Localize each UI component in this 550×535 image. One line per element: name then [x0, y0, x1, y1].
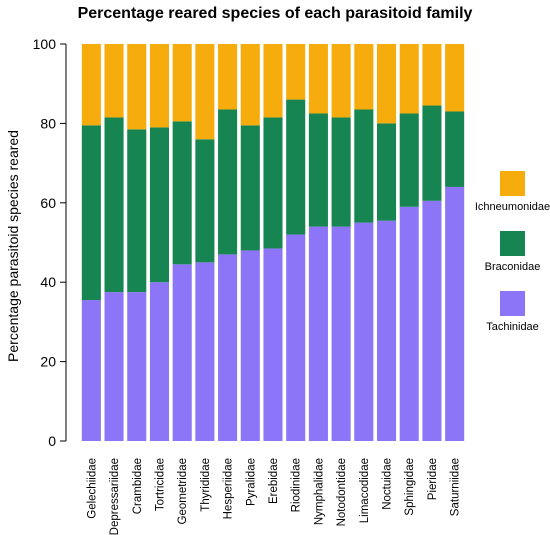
bar-ichneumonidae-hesperiidae	[218, 44, 238, 110]
bar-ichneumonidae-limacodidae	[354, 44, 374, 110]
bar-ichneumonidae-tortricidae	[149, 44, 169, 128]
bar-braconidae-tortricidae	[149, 127, 169, 283]
bar-ichneumonidae-pyralidae	[240, 44, 260, 126]
bar-braconidae-sphingidae	[399, 113, 419, 207]
bar-ichneumonidae-notodontidae	[331, 44, 351, 118]
bar-tachinidae-pyralidae	[240, 250, 260, 441]
bar-ichneumonidae-gelechiidae	[81, 44, 101, 126]
bar-tachinidae-thyrididae	[195, 262, 215, 441]
bar-ichneumonidae-sphingidae	[399, 44, 419, 114]
x-tick-label: Gelechiidae	[86, 458, 98, 519]
x-axis-tick-labels: Gelechiidae Depressariidae Crambidae Tortri…	[86, 458, 461, 535]
legend-label-ichneumonidae: Ichneumonidae	[475, 201, 550, 213]
legend-swatch-tachinidae	[500, 291, 525, 316]
bar-ichneumonidae-erebidae	[263, 44, 283, 118]
x-tick-label: Nymphalidae	[313, 458, 325, 525]
bar-tachinidae-nymphalidae	[308, 226, 328, 441]
bar-tachinidae-depressariidae	[104, 292, 124, 442]
bar-tachinidae-riodinidae	[286, 234, 306, 441]
bar-braconidae-erebidae	[263, 117, 283, 249]
bar-braconidae-crambidae	[127, 129, 147, 293]
bar-braconidae-pieridae	[422, 105, 442, 201]
legend: Ichneumonidae Braconidae Tachinidae	[475, 171, 550, 333]
x-tick-label: Notodontidae	[336, 458, 348, 526]
x-tick-label: Crambidae	[132, 458, 144, 514]
bar-tachinidae-sphingidae	[399, 206, 419, 441]
x-tick-label: Noctuidae	[382, 458, 394, 510]
bar-ichneumonidae-saturniidae	[445, 44, 465, 112]
bar-braconidae-hesperiidae	[218, 109, 238, 255]
bar-braconidae-pyralidae	[240, 125, 260, 251]
bar-braconidae-noctuidae	[376, 123, 397, 221]
x-tick-label: Saturniidae	[450, 458, 462, 516]
bar-ichneumonidae-noctuidae	[376, 44, 397, 124]
bar-tachinidae-limacodidae	[354, 222, 374, 441]
bar-tachinidae-hesperiidae	[218, 254, 238, 441]
x-tick-label: Tortricidae	[154, 458, 166, 511]
x-tick-label: Erebidae	[268, 458, 280, 504]
bar-tachinidae-gelechiidae	[81, 300, 101, 441]
bar-tachinidae-noctuidae	[376, 220, 397, 441]
y-axis: 0 20 40 60 80 100	[33, 36, 67, 449]
bar-tachinidae-crambidae	[127, 292, 147, 442]
bar-braconidae-notodontidae	[331, 117, 351, 227]
x-tick-label: Limacodidae	[359, 458, 371, 523]
bar-ichneumonidae-thyrididae	[195, 44, 215, 140]
bar-tachinidae-pieridae	[422, 200, 442, 441]
bars-group	[81, 44, 465, 442]
bar-ichneumonidae-pieridae	[422, 44, 442, 106]
y-tick-label: 20	[40, 354, 56, 370]
y-tick-label: 80	[40, 115, 56, 131]
x-tick-label: Pieridae	[427, 458, 439, 500]
bar-braconidae-saturniidae	[445, 111, 465, 187]
bar-tachinidae-geometridae	[172, 264, 192, 441]
chart-title: Percentage reared species of each parasi…	[78, 5, 473, 22]
x-tick-label: Depressariidae	[109, 458, 121, 535]
legend-swatch-braconidae	[500, 231, 525, 256]
legend-label-tachinidae: Tachinidae	[486, 321, 539, 333]
y-tick-label: 0	[48, 433, 56, 449]
y-tick-label: 100	[33, 36, 57, 52]
bar-ichneumonidae-riodinidae	[286, 44, 306, 100]
bar-braconidae-nymphalidae	[308, 113, 328, 227]
y-tick-label: 60	[40, 195, 56, 211]
bar-ichneumonidae-geometridae	[172, 44, 192, 122]
bar-braconidae-gelechiidae	[81, 125, 101, 301]
x-tick-label: Geometridae	[177, 458, 189, 524]
y-tick-label: 40	[40, 274, 56, 290]
bar-braconidae-geometridae	[172, 121, 192, 265]
x-tick-label: Pyralidae	[245, 458, 257, 506]
legend-label-braconidae: Braconidae	[485, 261, 541, 273]
legend-swatch-ichneumonidae	[500, 171, 525, 196]
bar-tachinidae-erebidae	[263, 248, 283, 441]
x-tick-label: Riodinidae	[291, 458, 303, 512]
bar-braconidae-limacodidae	[354, 109, 374, 223]
y-axis-label: Percentage parasitoid species reared	[5, 130, 21, 362]
bar-ichneumonidae-crambidae	[127, 44, 147, 130]
bar-tachinidae-tortricidae	[149, 282, 169, 441]
bar-tachinidae-saturniidae	[445, 186, 465, 441]
x-tick-label: Hesperiidae	[223, 458, 235, 519]
x-tick-label: Sphingidae	[404, 458, 416, 516]
bar-braconidae-depressariidae	[104, 117, 124, 293]
bar-braconidae-thyrididae	[195, 139, 215, 263]
bar-ichneumonidae-depressariidae	[104, 44, 124, 118]
bar-tachinidae-notodontidae	[331, 226, 351, 441]
bar-ichneumonidae-nymphalidae	[308, 44, 328, 114]
bar-braconidae-riodinidae	[286, 99, 306, 235]
x-tick-label: Thyrididae	[200, 458, 212, 512]
